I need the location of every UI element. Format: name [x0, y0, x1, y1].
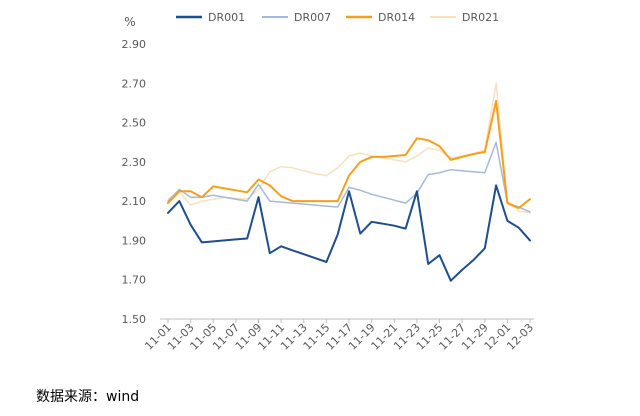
y-tick-label: 1.90	[122, 234, 147, 247]
legend-label-dr014: DR014	[378, 11, 415, 24]
legend: DR001 DR007 DR014 DR021	[176, 11, 499, 24]
y-tick-label: 1.70	[122, 274, 147, 287]
legend-label-dr001: DR001	[208, 11, 245, 24]
series-line-dr014	[167, 100, 531, 209]
y-tick-label: 2.90	[122, 38, 147, 51]
source-note: 数据来源：wind	[36, 389, 140, 405]
legend-label-dr007: DR007	[294, 11, 331, 24]
y-axis: 1.50 1.70 1.90 2.10 2.30 2.50 2.70 2.90	[122, 38, 147, 326]
x-tick-label: 12-03	[504, 321, 536, 353]
y-tick-label: 2.10	[122, 195, 147, 208]
series-line-dr001	[167, 184, 531, 282]
y-tick-label: 1.50	[122, 313, 147, 326]
y-axis-unit: %	[124, 15, 135, 29]
line-chart: % 1.50 1.70 1.90 2.10 2.30 2.50 2.70 2.90 11-01…	[122, 11, 537, 353]
legend-label-dr021: DR021	[462, 11, 499, 24]
x-axis: 11-0111-0311-0511-0711-0911-1111-1311-15…	[142, 319, 536, 353]
y-tick-label: 2.50	[122, 117, 147, 130]
series-group	[167, 82, 531, 282]
y-tick-label: 2.70	[122, 77, 147, 90]
y-tick-label: 2.30	[122, 156, 147, 169]
series-line-dr007	[167, 141, 531, 213]
